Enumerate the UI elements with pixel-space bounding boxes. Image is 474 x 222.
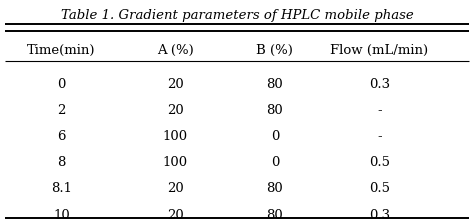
Text: 0: 0 <box>271 156 279 169</box>
Text: -: - <box>377 104 382 117</box>
Text: 100: 100 <box>163 130 188 143</box>
Text: 20: 20 <box>167 182 184 196</box>
Text: 20: 20 <box>167 209 184 222</box>
Text: 80: 80 <box>266 104 283 117</box>
Text: 10: 10 <box>53 209 70 222</box>
Text: 0.5: 0.5 <box>369 156 390 169</box>
Text: 20: 20 <box>167 78 184 91</box>
Text: Flow (mL/min): Flow (mL/min) <box>330 44 428 57</box>
Text: 20: 20 <box>167 104 184 117</box>
Text: 0.3: 0.3 <box>369 78 390 91</box>
Text: Table 1. Gradient parameters of HPLC mobile phase: Table 1. Gradient parameters of HPLC mob… <box>61 9 413 22</box>
Text: 2: 2 <box>57 104 66 117</box>
Text: 80: 80 <box>266 182 283 196</box>
Text: 8: 8 <box>57 156 66 169</box>
Text: 0: 0 <box>57 78 66 91</box>
Text: 0.3: 0.3 <box>369 209 390 222</box>
Text: 6: 6 <box>57 130 66 143</box>
Text: 100: 100 <box>163 156 188 169</box>
Text: 80: 80 <box>266 209 283 222</box>
Text: B (%): B (%) <box>256 44 293 57</box>
Text: 0.5: 0.5 <box>369 182 390 196</box>
Text: 80: 80 <box>266 78 283 91</box>
Text: A (%): A (%) <box>157 44 194 57</box>
Text: 0: 0 <box>271 130 279 143</box>
Text: Time(min): Time(min) <box>27 44 96 57</box>
Text: 8.1: 8.1 <box>51 182 72 196</box>
Text: -: - <box>377 130 382 143</box>
